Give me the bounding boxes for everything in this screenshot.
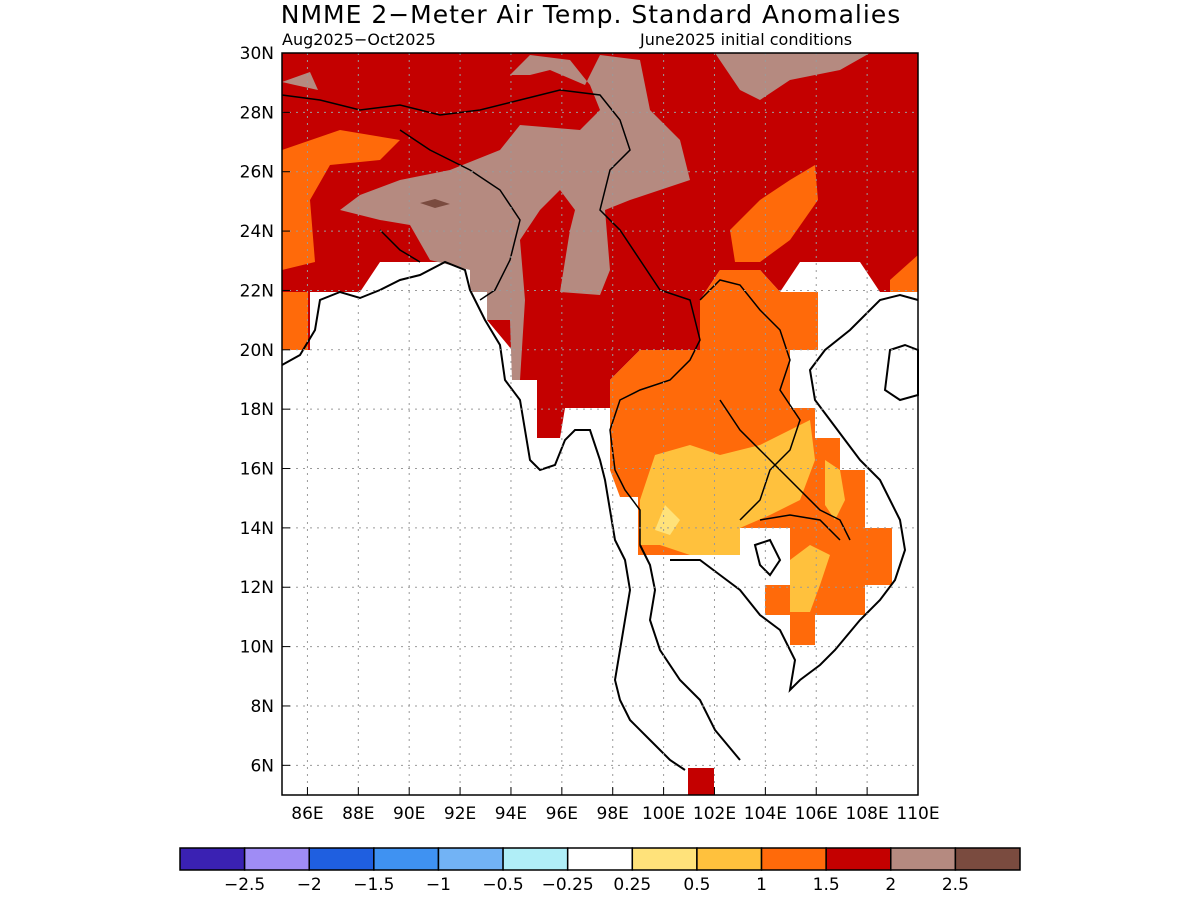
colorbar-swatch: [825, 847, 892, 871]
colorbar-swatch: [631, 847, 698, 871]
y-tick-label: 28N: [240, 103, 274, 123]
y-tick-label: 14N: [240, 519, 274, 539]
colorbar-label: −0.25: [542, 875, 594, 895]
anomaly-region-2-5-north: [340, 55, 690, 380]
x-tick-label: 104E: [744, 804, 787, 824]
valid-period-label: Aug2025−Oct2025: [282, 30, 436, 49]
y-tick-label: 20N: [240, 341, 274, 361]
longitude-axis: 86E 88E 90E 92E 94E 96E 98E 100E 102E 104E 106E 108…: [291, 787, 940, 824]
colorbar-swatch: [890, 847, 957, 871]
x-tick-label: 106E: [795, 804, 838, 824]
anomaly-region-1: [640, 420, 815, 555]
x-tick-label: 86E: [291, 804, 323, 824]
anomaly-region-2-5-dark: [420, 199, 450, 208]
colorbar-swatch: [696, 847, 763, 871]
x-tick-label: 94E: [495, 804, 527, 824]
anomaly-region-2-south: [688, 768, 714, 795]
map-frame: [281, 52, 919, 796]
x-tick-label: 92E: [444, 804, 476, 824]
x-tick-label: 108E: [846, 804, 889, 824]
anomaly-shading: [282, 53, 918, 795]
colorbar-label: 0.25: [613, 875, 651, 895]
colorbar-swatch: [373, 847, 440, 871]
y-tick-label: 8N: [250, 697, 274, 717]
anomaly-region-neutral: [740, 528, 790, 585]
colorbar-swatch: [566, 847, 634, 871]
colorbar-swatch: [243, 847, 310, 871]
colorbar-label: −1: [426, 875, 451, 895]
y-tick-label: 24N: [240, 222, 274, 242]
graticule: [282, 52, 919, 795]
anomaly-region-1-5-ne: [890, 255, 918, 292]
anomaly-region-2-5-ne: [715, 53, 870, 100]
colorbar-label: −0.5: [482, 875, 523, 895]
x-tick-label: 88E: [342, 804, 374, 824]
y-tick-label: 22N: [240, 281, 274, 301]
colorbar-swatch: [179, 847, 246, 871]
x-tick-label: 96E: [546, 804, 578, 824]
colorbar-swatch: [760, 847, 827, 871]
anomaly-region-1-5-west: [282, 130, 400, 270]
colorbar-label: 2.5: [942, 875, 969, 895]
colorbar-swatch: [308, 847, 375, 871]
x-tick-label: 102E: [693, 804, 736, 824]
colorbar-label: −1.5: [353, 875, 394, 895]
colorbar-swatch: [437, 847, 504, 871]
anomaly-region-2-spot: [553, 195, 570, 212]
country-borders: [281, 89, 851, 545]
colorbar-label: −2: [297, 875, 322, 895]
initial-conditions-label: June2025 initial conditions: [640, 30, 853, 49]
y-tick-label: 26N: [240, 163, 274, 183]
y-tick-label: 12N: [240, 578, 274, 598]
x-tick-label: 98E: [597, 804, 629, 824]
colorbar-label: 2: [885, 875, 896, 895]
anomaly-region-1-south: [790, 545, 830, 612]
x-tick-label: 100E: [642, 804, 685, 824]
anomaly-region-1-east: [825, 460, 845, 520]
x-tick-label: 110E: [896, 804, 939, 824]
colorbar-label: −2.5: [224, 875, 265, 895]
anomaly-region-1-5-east-top: [730, 165, 818, 262]
x-tick-label: 90E: [393, 804, 425, 824]
anomaly-region-2-5-nw: [282, 72, 318, 90]
colorbar-swatch: [502, 847, 569, 871]
colorbar-labels: −2.5 −2 −1.5 −1 −0.5 −0.25 0.25 0.5 1 1.5 2 2.5: [224, 875, 969, 895]
map-title: NMME 2−Meter Air Temp. Standard Anomalie…: [280, 0, 902, 29]
colorbar-swatch: [954, 847, 1021, 871]
colorbar-label: 0.5: [683, 875, 710, 895]
y-tick-label: 16N: [240, 460, 274, 480]
y-tick-label: 18N: [240, 400, 274, 420]
colorbar-swatches: [179, 847, 1021, 871]
colorbar-label: 1: [756, 875, 767, 895]
y-tick-label: 30N: [240, 44, 274, 64]
latitude-axis: 30N 28N 26N 24N 22N 20N 18N 16N 14N 12N 10N 8N 6N: [240, 44, 290, 776]
y-tick-label: 6N: [250, 756, 274, 776]
colorbar-label: 1.5: [813, 875, 840, 895]
y-tick-label: 10N: [240, 638, 274, 658]
anomaly-region-1-5-west2: [282, 292, 308, 350]
